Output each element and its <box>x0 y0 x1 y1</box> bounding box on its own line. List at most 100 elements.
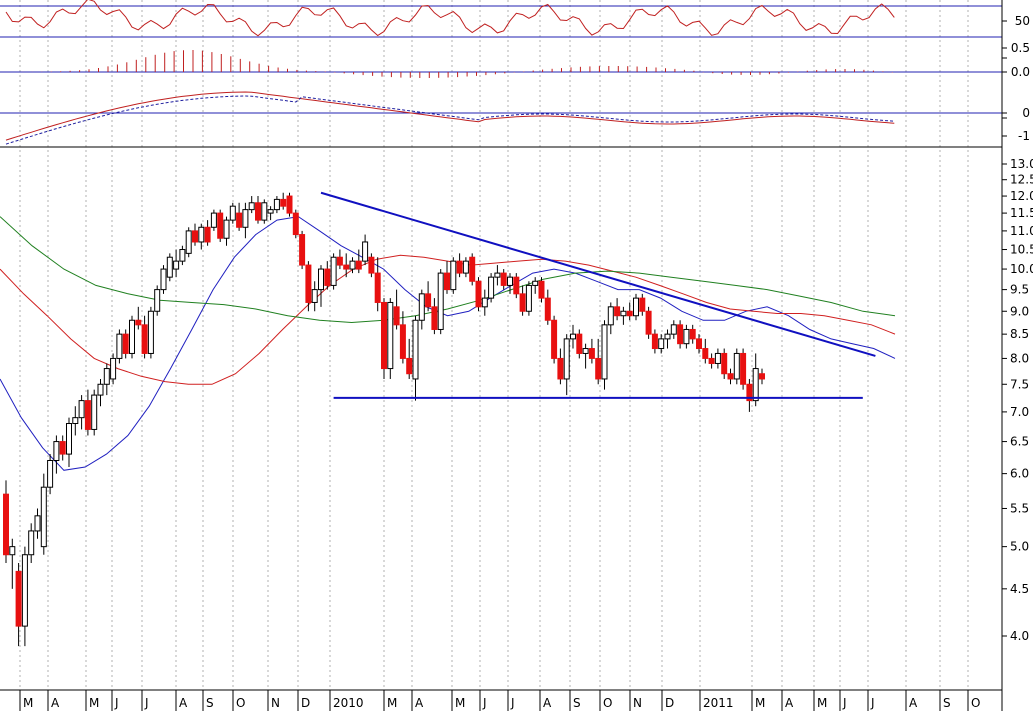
candle-50 <box>318 265 324 307</box>
time-tick-label: S <box>943 696 951 710</box>
candle-7 <box>47 454 54 495</box>
candle-body <box>336 256 343 266</box>
candle-body <box>727 373 734 380</box>
candle-body <box>28 530 35 556</box>
candle-97 <box>614 298 621 321</box>
macd-histogram-panel <box>22 50 893 78</box>
time-tick-label: N <box>271 696 280 710</box>
candle-1 <box>9 538 16 589</box>
candle-118 <box>746 378 753 412</box>
candle-body <box>721 352 728 375</box>
time-tick-label: J <box>114 696 119 710</box>
candle-body <box>462 260 469 274</box>
candle-body <box>343 264 350 270</box>
candle-108 <box>683 324 690 349</box>
candle-body <box>532 280 539 286</box>
time-tick-label: M <box>455 696 465 710</box>
indicator-tick-label: 0.0 <box>1011 65 1030 79</box>
candle-60 <box>381 298 387 379</box>
candle-56 <box>355 249 362 274</box>
candle-0 <box>3 480 9 563</box>
candle-body <box>702 348 709 359</box>
candle-91 <box>576 329 583 359</box>
candle-88 <box>557 348 564 385</box>
candle-18 <box>116 329 123 364</box>
candle-90 <box>570 324 576 349</box>
candle-33 <box>210 209 217 231</box>
time-tick-label: 2011 <box>703 696 734 710</box>
candle-body <box>273 198 280 211</box>
candle-body <box>236 212 243 228</box>
candle-111 <box>702 338 709 364</box>
candle-body <box>217 212 224 239</box>
candle-body <box>488 276 495 299</box>
candle-body <box>450 260 457 291</box>
candle-25 <box>160 265 167 294</box>
candle-98 <box>620 306 627 325</box>
candle-body <box>261 202 268 221</box>
candle-body <box>588 348 595 359</box>
candle-89 <box>563 334 570 396</box>
candle-body <box>582 348 589 354</box>
candle-72 <box>456 253 463 278</box>
candle-body <box>40 486 47 548</box>
candle-75 <box>475 277 482 312</box>
candle-body <box>626 310 633 317</box>
candle-body <box>576 333 583 354</box>
candle-body <box>242 209 249 228</box>
time-tick-label: O <box>236 696 245 710</box>
candle-23 <box>147 306 154 359</box>
time-tick-label: D <box>665 696 674 710</box>
candle-43 <box>273 196 280 214</box>
candle-body <box>507 276 513 286</box>
candle-body <box>570 333 576 340</box>
candle-34 <box>217 209 224 242</box>
candle-body <box>418 293 425 321</box>
time-tick-label: M <box>755 696 765 710</box>
price-tick-label: 5.0 <box>1010 540 1029 554</box>
candle-body <box>318 268 324 291</box>
candle-body <box>381 301 387 370</box>
candle-body <box>740 352 747 385</box>
candle-74 <box>469 253 476 286</box>
candle-96 <box>607 302 614 335</box>
candle-67 <box>425 281 432 312</box>
rsi-panel <box>5 0 895 37</box>
candle-5 <box>34 508 41 539</box>
candle-body <box>607 306 614 326</box>
candle-51 <box>324 261 331 290</box>
candle-113 <box>714 348 721 369</box>
candle-38 <box>242 202 249 239</box>
candle-body <box>66 423 72 455</box>
candle-body <box>746 383 753 402</box>
time-tick-label: M <box>817 696 827 710</box>
candle-body <box>179 249 186 262</box>
candle-40 <box>255 196 261 224</box>
candle-44 <box>280 192 287 210</box>
candle-body <box>255 202 261 221</box>
candle-body <box>286 195 293 214</box>
price-tick-label: 9.0 <box>1010 304 1029 318</box>
candle-39 <box>248 196 255 214</box>
candle-body <box>469 256 476 282</box>
price-tick-label: 4.5 <box>1010 582 1029 596</box>
candle-109 <box>689 324 696 344</box>
time-tick-label: 2010 <box>333 696 364 710</box>
candle-79 <box>500 269 507 290</box>
candle-81 <box>513 273 520 299</box>
candle-58 <box>368 253 375 278</box>
moving-averages <box>0 216 896 471</box>
candle-body <box>494 272 501 278</box>
candle-64 <box>406 338 413 379</box>
time-tick-label: A <box>415 696 424 710</box>
candle-body <box>349 260 356 270</box>
candle-body <box>192 230 198 243</box>
candle-body <box>21 554 28 627</box>
moving-average-2 <box>0 216 896 324</box>
candle-52 <box>330 253 337 290</box>
candle-19 <box>122 329 129 359</box>
candle-body <box>91 394 98 430</box>
candle-20 <box>129 315 135 359</box>
candle-28 <box>179 245 186 266</box>
indicator-tick-label: -1 <box>1018 129 1030 143</box>
